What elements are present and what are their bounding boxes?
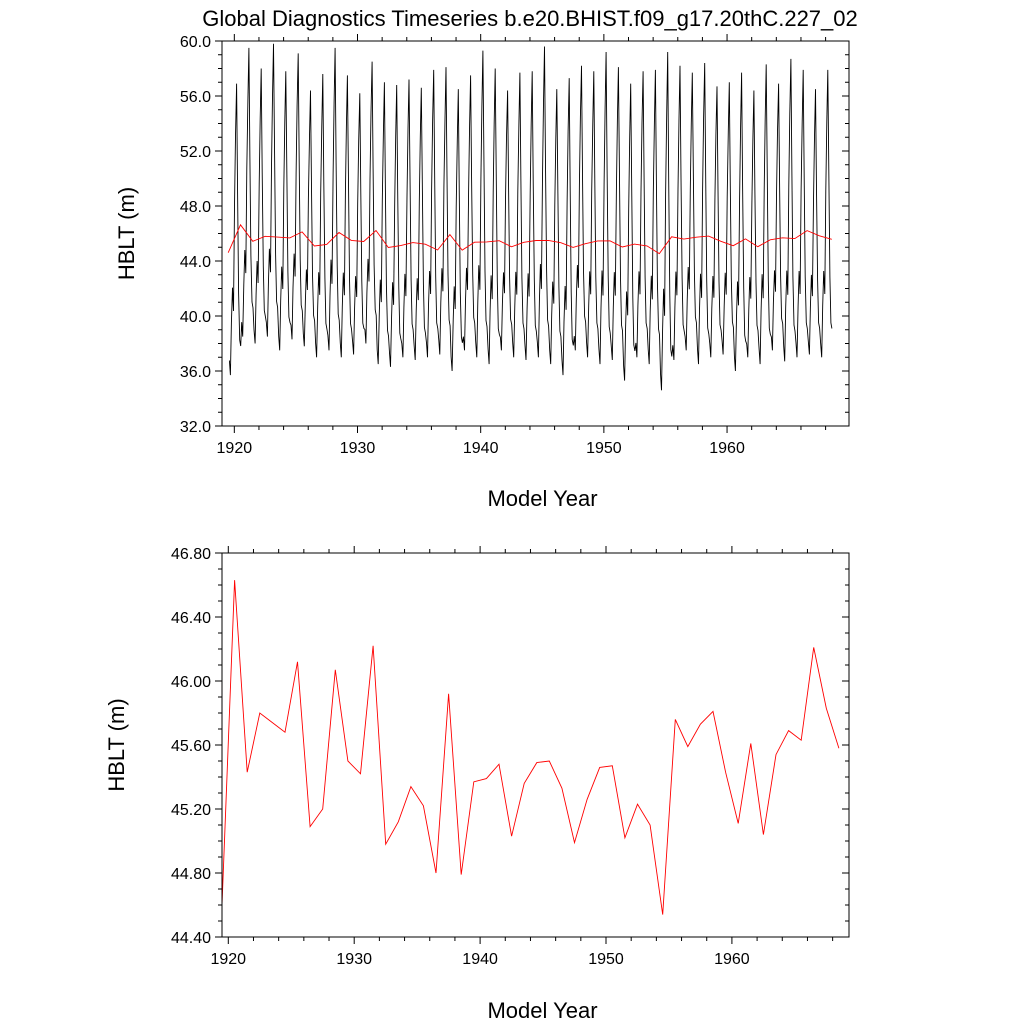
x-axis-label: Model Year: [487, 486, 597, 511]
x-tick-label: 1930: [336, 951, 372, 968]
x-tick-label: 1950: [588, 951, 624, 968]
series-line-2: [227, 223, 832, 255]
plot-frame: [221, 552, 850, 938]
y-axis-label: HBLT (m): [104, 698, 129, 791]
y-tick-label: 32.0: [180, 419, 211, 436]
x-tick-label: 1960: [714, 951, 750, 968]
y-tick-label: 48.0: [180, 199, 211, 216]
bottom-panel: 1920 1930 1940 1950 1960 44.40 44.80 45.20 45.60…: [104, 546, 850, 1023]
figure-title: Global Diagnostics Timeseries b.e20.BHIS…: [202, 6, 858, 31]
y-tick-label: 45.60: [171, 738, 211, 755]
y-tick-label: 44.80: [171, 866, 211, 883]
y-tick-label: 44.40: [171, 930, 211, 947]
x-tick-label: 1920: [217, 440, 253, 457]
y-tick-label: 36.0: [180, 364, 211, 381]
y-tick-label: 46.40: [171, 610, 211, 627]
x-tick-label: 1940: [462, 951, 498, 968]
y-tick-label: 45.20: [171, 802, 211, 819]
x-tick-label: 1920: [210, 951, 246, 968]
y-tick-label: 46.80: [171, 546, 211, 563]
x-tick-label: 1950: [586, 440, 622, 457]
x-axis-label: Model Year: [487, 998, 597, 1023]
series-line-1: [228, 43, 833, 391]
x-tick-label: 1930: [340, 440, 376, 457]
series-line-1: [221, 580, 840, 915]
plot-frame: [221, 40, 850, 427]
y-tick-label: 40.0: [180, 309, 211, 326]
y-tick-label: 46.00: [171, 674, 211, 691]
top-panel: 1920 1930 1940 1950 1960 32.0 36.0 40.0 44.0 48.0…: [114, 34, 850, 511]
y-tick-label: 52.0: [180, 144, 211, 161]
y-tick-label: 56.0: [180, 89, 211, 106]
y-axis-label: HBLT (m): [114, 187, 139, 280]
y-tick-label: 44.0: [180, 254, 211, 271]
x-tick-label: 1940: [463, 440, 499, 457]
x-tick-label: 1960: [709, 440, 745, 457]
y-tick-label: 60.0: [180, 34, 211, 51]
